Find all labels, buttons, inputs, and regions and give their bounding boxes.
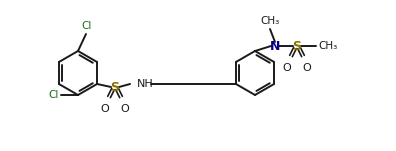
Text: CH₃: CH₃ bbox=[261, 16, 280, 26]
Text: O: O bbox=[101, 104, 109, 114]
Text: CH₃: CH₃ bbox=[318, 41, 337, 51]
Text: S: S bbox=[110, 80, 120, 93]
Text: S: S bbox=[293, 40, 301, 53]
Text: NH: NH bbox=[137, 79, 154, 89]
Text: O: O bbox=[303, 63, 311, 73]
Text: N: N bbox=[270, 40, 280, 53]
Text: Cl: Cl bbox=[49, 90, 59, 100]
Text: Cl: Cl bbox=[82, 21, 92, 31]
Text: O: O bbox=[283, 63, 291, 73]
Text: O: O bbox=[121, 104, 129, 114]
